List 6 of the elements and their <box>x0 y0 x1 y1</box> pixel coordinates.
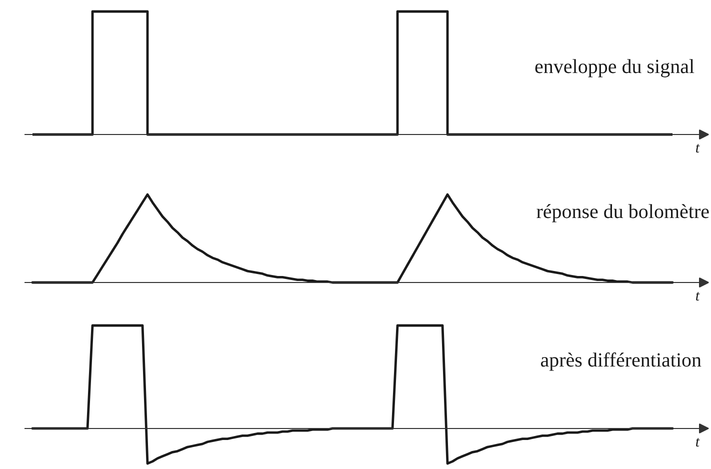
text: enveloppe du signal <box>534 56 695 78</box>
x-axis-title: t <box>695 288 700 304</box>
x-axis-title: t <box>695 140 700 156</box>
text: après différentiation <box>540 350 702 372</box>
x-axis-title: t <box>695 434 700 450</box>
chart-title: réponse du bolomètre <box>536 201 710 224</box>
